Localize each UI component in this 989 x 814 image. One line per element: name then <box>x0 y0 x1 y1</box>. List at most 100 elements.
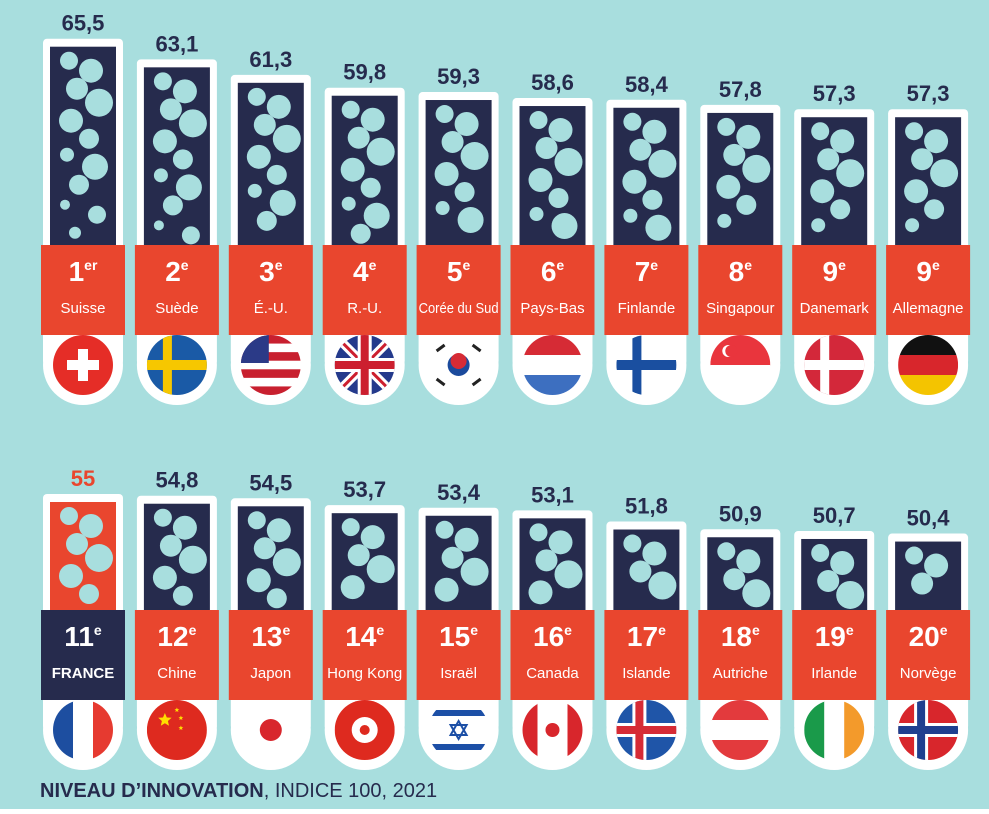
bubble <box>742 579 770 607</box>
value-label: 58,6 <box>531 70 574 95</box>
bubble <box>69 227 81 239</box>
flag-part <box>147 360 207 370</box>
category-label: Islande <box>622 665 670 682</box>
rank-suffix: e <box>94 622 102 638</box>
bubble <box>79 514 103 538</box>
bubble <box>717 214 731 228</box>
bubble <box>60 148 74 162</box>
flag <box>429 700 489 760</box>
bubble <box>248 184 262 198</box>
rank-number: 13 <box>251 621 282 652</box>
bubble <box>361 178 381 198</box>
rank-suffix: e <box>846 622 854 638</box>
flag-part <box>360 725 370 735</box>
value-label: 58,4 <box>625 72 669 97</box>
bubble <box>163 195 183 215</box>
bubble <box>642 120 666 144</box>
bubble <box>924 554 948 578</box>
rank-number: 6 <box>541 256 557 287</box>
value-label: 51,8 <box>625 494 668 519</box>
rank-suffix: e <box>189 622 197 638</box>
rank-number: 9 <box>823 256 839 287</box>
flag-part <box>451 353 467 369</box>
bubble <box>549 118 573 142</box>
bubble <box>455 528 479 552</box>
bubble <box>911 148 933 170</box>
bubble <box>267 588 287 608</box>
value-label: 54,8 <box>155 468 198 493</box>
bubble <box>79 129 99 149</box>
category-label: R.-U. <box>347 300 382 317</box>
bubble <box>645 215 671 241</box>
bubble <box>435 162 459 186</box>
category-label: Autriche <box>713 665 768 682</box>
rank-suffix: e <box>369 257 377 273</box>
bubble <box>736 195 756 215</box>
bubble <box>555 148 583 176</box>
flag-part <box>429 710 489 716</box>
bubble <box>723 144 745 166</box>
rank-suffix: e <box>658 622 666 638</box>
bubble <box>351 224 371 244</box>
bubble <box>552 213 578 239</box>
bubble <box>154 168 168 182</box>
bubble <box>461 142 489 170</box>
value-label: 53,1 <box>531 482 574 507</box>
chart: 65,51erSuisse63,12eSuède61,33eÉ.-U.59,84… <box>0 0 989 809</box>
flag <box>616 700 676 760</box>
flag-part <box>804 360 864 370</box>
rank-suffix: e <box>282 622 290 638</box>
category-label: Suède <box>155 300 198 317</box>
bubble <box>361 108 385 132</box>
bubble <box>66 533 88 555</box>
bubble <box>455 112 479 136</box>
bubble <box>736 549 760 573</box>
bubble <box>810 179 834 203</box>
rank-suffix: e <box>556 257 564 273</box>
category-label: Israël <box>440 665 477 682</box>
flag-part <box>523 355 583 376</box>
bubble <box>742 155 770 183</box>
rank-suffix: e <box>376 622 384 638</box>
bubble <box>341 158 365 182</box>
category-label: Singapour <box>706 300 774 317</box>
bubble <box>173 516 197 540</box>
bubble <box>342 518 360 536</box>
bubble <box>173 149 193 169</box>
bubble <box>555 560 583 588</box>
rank-number: 19 <box>815 621 846 652</box>
bubble <box>179 109 207 137</box>
category-label: Chine <box>157 665 196 682</box>
bubble <box>930 159 958 187</box>
bubble <box>905 547 923 565</box>
bubble <box>436 521 454 539</box>
bubble <box>173 586 193 606</box>
flag <box>241 700 301 760</box>
bubble <box>160 98 182 120</box>
bubble <box>461 558 489 586</box>
bubble <box>82 154 108 180</box>
rank-suffix: e <box>181 257 189 273</box>
value-label: 50,4 <box>907 506 951 531</box>
bubble <box>442 547 464 569</box>
category-label: Pays-Bas <box>520 300 584 317</box>
flag <box>335 700 395 760</box>
bubble <box>267 95 291 119</box>
bubble <box>642 542 666 566</box>
flag <box>898 700 958 760</box>
category-label: Allemagne <box>893 300 964 317</box>
flag <box>53 335 113 395</box>
bubble <box>60 200 70 210</box>
bubble <box>723 568 745 590</box>
value-label: 63,1 <box>155 31 198 56</box>
flag <box>147 700 207 760</box>
bubble <box>248 88 266 106</box>
rank-suffix: e <box>462 257 470 273</box>
bubble <box>154 220 164 230</box>
bubble <box>924 199 944 219</box>
bubble <box>153 566 177 590</box>
flag-part <box>898 726 958 734</box>
category-label: Finlande <box>618 300 676 317</box>
value-label: 53,7 <box>343 477 386 502</box>
rank-number: 12 <box>157 621 188 652</box>
